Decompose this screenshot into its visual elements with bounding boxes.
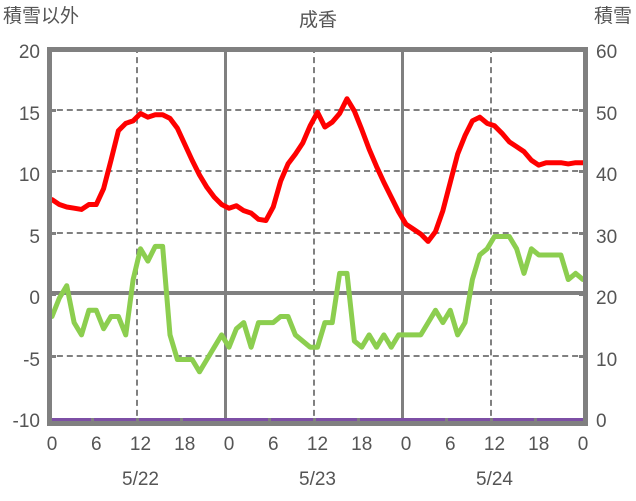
x-axis-tick-label: 12 (306, 434, 329, 455)
series-line-気温 (49, 96, 586, 244)
gridline-horizontal (47, 170, 588, 172)
x-tick (135, 418, 139, 426)
y-axis-right-tick-label: 60 (596, 42, 618, 63)
gridline-horizontal (47, 231, 588, 234)
data-series-layer (49, 96, 586, 424)
x-tick (356, 418, 360, 426)
plot-inner (47, 47, 588, 426)
y-axis-right-tick-label: 30 (596, 226, 618, 248)
gridline-horizontal (47, 354, 588, 357)
y-axis-right-tick-label: 40 (596, 165, 618, 186)
y-axis-right-tick-label: 10 (596, 349, 618, 371)
x-tick (489, 418, 493, 426)
y-axis-left-tick-label: 20 (18, 42, 40, 63)
x-axis-tick-label: 6 (267, 434, 279, 455)
y-axis-left-tick-label: -5 (23, 349, 40, 371)
x-axis-tick-label: 12 (129, 434, 152, 455)
y-tick-left (47, 108, 56, 112)
left-axis-unit-label: 積雪以外 (3, 6, 80, 27)
x-axis-tick-label: 18 (351, 434, 373, 455)
gridline-horizontal (47, 108, 588, 111)
x-tick (312, 418, 316, 426)
x-axis-tick-label: 18 (174, 434, 196, 455)
y-axis-left-tick-label: 5 (29, 226, 40, 248)
gridline-vertical (489, 47, 492, 426)
x-axis-day-label: 5/22 (122, 469, 159, 490)
y-tick-right (579, 108, 588, 112)
y-axis-left-tick-label: -10 (12, 411, 40, 432)
y-axis-left-tick-label: 0 (29, 288, 40, 309)
y-tick-left (47, 231, 56, 235)
x-tick (268, 418, 272, 426)
y-tick-left (47, 354, 56, 358)
plot-area (47, 47, 588, 426)
x-tick (179, 418, 183, 426)
gridline-vertical-day (224, 47, 227, 426)
y-axis-right-tick-label: 0 (596, 411, 607, 432)
x-axis-day-label: 5/23 (299, 469, 336, 490)
series-line-露点温度 (49, 234, 586, 375)
x-axis-tick-label: 6 (444, 434, 456, 455)
y-tick-right (579, 354, 588, 358)
gridline-horizontal-zero (47, 291, 588, 295)
x-tick (533, 418, 537, 426)
y-axis-right-tick-label: 50 (596, 103, 618, 125)
y-axis-left-tick-label: 10 (18, 165, 40, 186)
x-axis-tick-label: 0 (577, 434, 589, 455)
gridline-vertical (135, 47, 138, 426)
x-axis-day-label: 5/24 (476, 469, 513, 490)
y-axis-right-tick-label: 20 (596, 288, 618, 309)
x-axis-tick-label: 6 (90, 434, 102, 455)
y-tick-right (579, 293, 588, 296)
x-tick (91, 418, 95, 426)
y-tick-left (47, 170, 56, 173)
x-tick (445, 418, 449, 426)
page-title: 成香 (298, 10, 337, 31)
x-axis-tick-label: 0 (223, 434, 235, 455)
x-axis-tick-label: 18 (528, 434, 550, 455)
right-axis-unit-label: 積雪 (593, 6, 632, 27)
x-axis-tick-label: 12 (483, 434, 506, 455)
y-axis-left-tick-label: 15 (18, 103, 40, 125)
y-tick-right (579, 170, 588, 173)
y-tick-right (579, 231, 588, 235)
x-axis-tick-label: 0 (46, 434, 58, 455)
y-tick-left (47, 293, 56, 296)
x-axis-tick-label: 0 (400, 434, 412, 455)
gridline-vertical-day (401, 47, 404, 426)
gridline-vertical (312, 47, 315, 426)
